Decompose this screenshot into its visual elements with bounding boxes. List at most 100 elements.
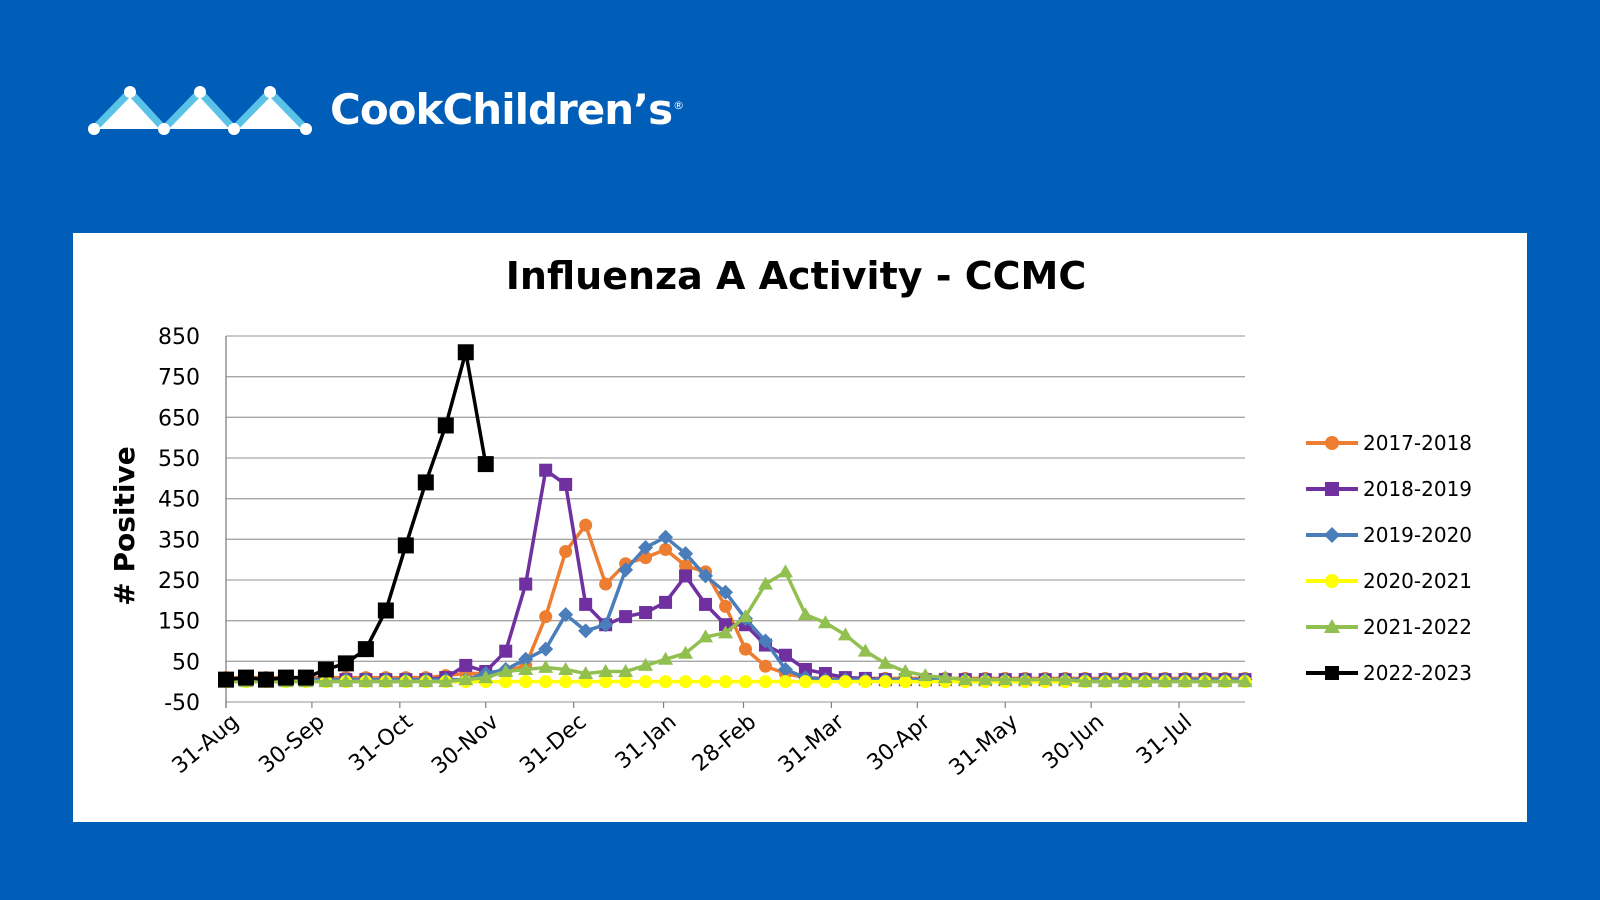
y-tick-label: 150 xyxy=(158,610,200,635)
x-tick-label: 31-Mar xyxy=(774,709,850,779)
data-point xyxy=(659,675,673,689)
data-point xyxy=(1325,574,1339,588)
data-point xyxy=(699,675,713,689)
data-point xyxy=(1137,674,1153,688)
data-point xyxy=(558,661,574,675)
data-point xyxy=(777,661,793,677)
legend-item: 2022-2023 xyxy=(1306,661,1472,685)
data-point xyxy=(699,597,713,611)
data-point xyxy=(317,661,334,678)
data-point xyxy=(1325,666,1339,680)
data-point xyxy=(477,456,494,473)
data-point xyxy=(459,658,473,672)
data-point xyxy=(559,545,573,559)
legend-label: 2017-2018 xyxy=(1363,431,1472,455)
brand-name: CookChildren’s xyxy=(330,84,673,134)
data-point xyxy=(478,670,494,684)
data-point xyxy=(618,664,634,677)
data-point xyxy=(718,584,734,600)
series-2021-2022 xyxy=(218,564,1253,688)
data-point xyxy=(417,474,434,491)
data-point xyxy=(898,675,912,689)
data-point xyxy=(777,564,793,578)
series-2017-2018 xyxy=(219,518,1252,685)
data-point xyxy=(1057,672,1073,686)
data-point xyxy=(659,595,673,609)
legend-label: 2018-2019 xyxy=(1363,477,1472,501)
data-point xyxy=(639,606,653,620)
data-point xyxy=(757,576,773,590)
data-point xyxy=(559,675,573,689)
registered-mark: ® xyxy=(673,98,685,112)
x-tick-label: 31-Oct xyxy=(344,709,417,776)
data-point xyxy=(578,666,594,680)
x-tick-label: 30-Nov xyxy=(427,709,503,779)
data-point xyxy=(719,675,733,689)
chart-panel: Influenza A Activity - CCMC # Positive 8… xyxy=(73,233,1527,822)
data-point xyxy=(1217,674,1233,688)
data-point xyxy=(599,577,613,591)
data-point xyxy=(559,477,573,491)
data-point xyxy=(658,651,674,665)
data-point xyxy=(598,664,614,677)
data-point xyxy=(737,609,753,623)
data-point xyxy=(539,675,553,689)
legend-label: 2021-2022 xyxy=(1363,615,1472,639)
data-point xyxy=(499,675,513,689)
data-point xyxy=(638,657,654,671)
data-point xyxy=(878,675,892,689)
data-point xyxy=(619,610,633,624)
x-tick-label: 31-Dec xyxy=(515,709,591,779)
data-point xyxy=(679,559,693,573)
data-point xyxy=(579,518,593,532)
data-point xyxy=(257,671,274,688)
data-point xyxy=(357,641,374,658)
data-point xyxy=(678,546,694,562)
data-point xyxy=(797,607,813,621)
data-point xyxy=(579,597,593,611)
data-point xyxy=(297,669,314,686)
data-point xyxy=(719,599,733,613)
data-point xyxy=(498,664,514,677)
data-point xyxy=(738,675,752,689)
y-tick-label: 650 xyxy=(158,406,200,431)
data-point xyxy=(518,661,534,675)
legend-label: 2022-2023 xyxy=(1363,661,1472,685)
legend-item: 2021-2022 xyxy=(1306,615,1472,639)
data-point xyxy=(378,674,394,688)
data-point xyxy=(237,669,254,686)
data-point xyxy=(578,623,594,639)
data-point xyxy=(598,617,614,633)
series-line xyxy=(226,468,1245,682)
data-point xyxy=(458,672,474,686)
series-line xyxy=(226,570,1245,684)
three-mountain-peaks-icon xyxy=(88,86,312,135)
data-point xyxy=(398,674,414,688)
data-point xyxy=(658,529,674,545)
y-tick-label: 50 xyxy=(172,650,200,675)
data-point xyxy=(638,539,654,555)
legend-label: 2020-2021 xyxy=(1363,569,1472,593)
data-point xyxy=(698,629,714,643)
legend-item: 2020-2021 xyxy=(1306,569,1472,593)
data-point xyxy=(519,675,533,689)
y-tick-label: 750 xyxy=(158,366,200,391)
data-point xyxy=(758,659,772,673)
series-line xyxy=(225,350,488,682)
data-point xyxy=(1097,674,1113,688)
y-tick-label: 550 xyxy=(158,447,200,472)
data-point xyxy=(778,675,792,689)
y-tick-label: 350 xyxy=(158,528,200,553)
data-point xyxy=(618,562,634,578)
data-point xyxy=(957,672,973,686)
data-point xyxy=(798,662,812,676)
data-point xyxy=(358,674,374,688)
data-point xyxy=(1237,674,1253,688)
data-point xyxy=(917,668,933,682)
data-point xyxy=(679,675,693,689)
data-point xyxy=(1325,436,1339,450)
data-point xyxy=(838,675,852,689)
data-point xyxy=(778,648,792,662)
y-tick-label: -50 xyxy=(164,691,200,716)
x-tick-label: 31-Jul xyxy=(1132,709,1197,769)
